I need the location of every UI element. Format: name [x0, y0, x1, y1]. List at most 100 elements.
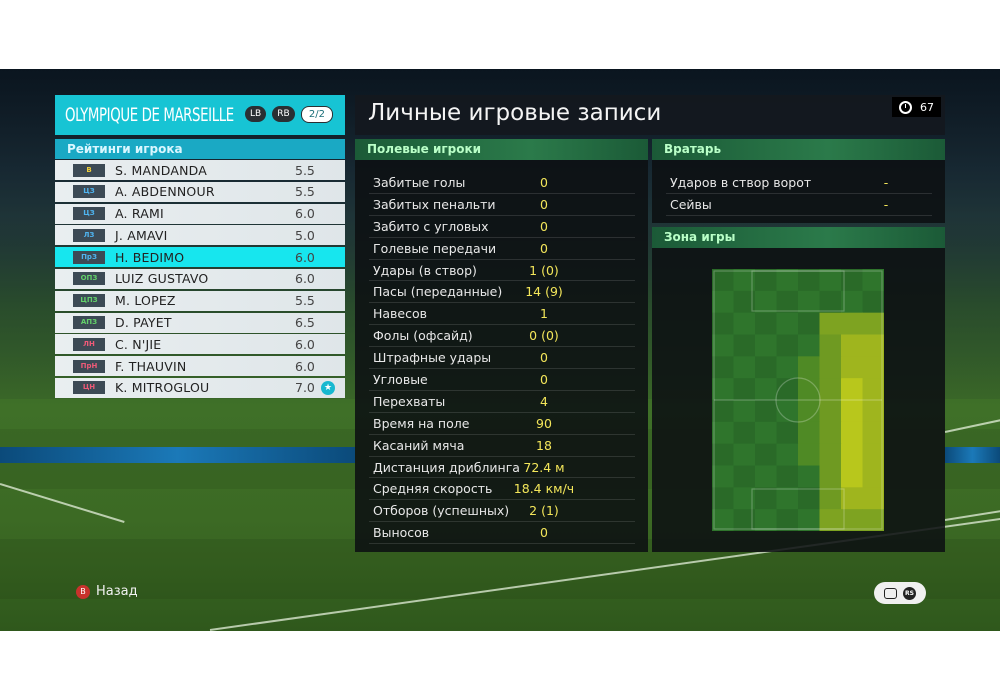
player-name: J. AMAVI — [115, 227, 168, 243]
stat-label: Ударов в створ ворот — [670, 175, 812, 190]
player-name: A. ABDENNOUR — [115, 184, 215, 200]
player-rating: 5.5 — [295, 162, 315, 178]
star-icon: ★ — [321, 380, 335, 395]
position-badge: ЦН — [73, 381, 105, 395]
player-row[interactable]: ЦПЗ M. LOPEZ 5.5 — [55, 290, 345, 311]
player-row[interactable]: ПрЗ H. BEDIMO 6.0 — [55, 247, 345, 268]
stat-value: 0 — [540, 196, 548, 212]
player-rating: 6.0 — [295, 206, 315, 222]
player-row[interactable]: ОПЗ LUIZ GUSTAVO 6.0 — [55, 268, 345, 289]
stat-row: Время на поле 90 — [369, 413, 635, 435]
stat-row: Касаний мяча 18 — [369, 435, 635, 457]
rs-button-icon[interactable]: RS — [903, 586, 916, 600]
player-rating: 6.0 — [295, 358, 315, 374]
player-rating: 6.0 — [295, 271, 315, 287]
stat-row: Отборов (успешных) 2 (1) — [369, 500, 635, 523]
stat-label: Средняя скорость — [373, 481, 493, 497]
team-name: OLYMPIQUE DE MARSEILLE — [65, 104, 234, 126]
player-ratings-list: В S. MANDANDA 5.5 ЦЗ A. ABDENNOUR 5.5 ЦЗ A. RAM… — [55, 160, 345, 400]
stat-value: 0 — [540, 218, 548, 234]
stat-label: Забитые голы — [373, 175, 466, 190]
position-badge: ЦЗ — [73, 207, 105, 221]
team-header: OLYMPIQUE DE MARSEILLE LB RB 2/2 — [55, 95, 345, 135]
records-title-bar: Личные игровые записи 67 — [355, 95, 945, 135]
position-badge: ЛН — [73, 337, 105, 351]
page-indicator: 2/2 — [300, 106, 333, 123]
stat-row: Перехваты 4 — [369, 391, 635, 413]
player-name: M. LOPEZ — [115, 293, 176, 309]
player-row[interactable]: ЛЗ J. AMAVI 5.0 — [55, 225, 345, 246]
goalkeeper-panel: Вратарь Ударов в створ ворот - Сейвы - — [652, 139, 945, 223]
lb-button[interactable]: LB — [245, 106, 267, 122]
player-row[interactable]: ЦЗ A. ABDENNOUR 5.5 — [55, 181, 345, 202]
player-rating: 6.5 — [295, 315, 315, 331]
stat-value: 0 — [540, 175, 548, 190]
stat-label: Фолы (офсайд) — [373, 328, 473, 344]
player-name: C. N'JIE — [115, 336, 162, 352]
player-name: H. BEDIMO — [115, 249, 185, 265]
player-row[interactable]: ПрН F. THAUVIN 6.0 — [55, 356, 345, 377]
rb-button[interactable]: RB — [272, 106, 295, 122]
player-row[interactable]: АПЗ D. PAYET 6.5 — [55, 312, 345, 333]
stat-row: Дистанция дриблинга 72.4 м — [369, 457, 635, 479]
player-row[interactable]: В S. MANDANDA 5.5 — [55, 160, 345, 180]
stat-label: Забито с угловых — [373, 218, 489, 234]
stat-value: 14 (9) — [525, 284, 563, 300]
player-rating: 6.0 — [295, 249, 315, 265]
player-row[interactable]: ЦЗ A. RAMI 6.0 — [55, 203, 345, 224]
stat-label: Время на поле — [373, 415, 470, 431]
stat-value: - — [883, 196, 889, 212]
stat-label: Сейвы — [670, 196, 712, 212]
stat-row: Забито с угловых 0 — [369, 216, 635, 238]
chat-icon[interactable] — [884, 587, 897, 599]
stat-value: 1 (0) — [529, 262, 559, 278]
stat-row: Забитые голы 0 — [369, 172, 635, 194]
stat-value: 0 (0) — [529, 328, 559, 344]
position-badge: В — [73, 163, 105, 177]
heatmap — [712, 269, 884, 531]
player-row[interactable]: ЦН K. MITROGLOU 7.0 ★ — [55, 377, 345, 398]
player-name: F. THAUVIN — [115, 358, 187, 374]
ratings-header: Рейтинги игрока — [55, 139, 345, 159]
heatmap-graphic — [712, 269, 884, 531]
stat-value: 90 — [536, 415, 552, 431]
stat-value: 4 — [540, 393, 548, 409]
player-rating: 5.5 — [295, 293, 315, 309]
position-badge: ЦПЗ — [73, 294, 105, 308]
stat-label: Дистанция дриблинга — [373, 459, 520, 475]
player-name: D. PAYET — [115, 315, 172, 331]
field-stats-list: Забитые голы 0 Забитых пенальти 0 Забито с у… — [369, 172, 635, 545]
timer-value: 67 — [920, 100, 934, 114]
player-name: LUIZ GUSTAVO — [115, 271, 209, 287]
player-row[interactable]: ЛН C. N'JIE 6.0 — [55, 334, 345, 355]
player-rating: 7.0 — [295, 380, 315, 396]
page-title: Личные игровые записи — [368, 100, 662, 126]
ad-board — [0, 447, 355, 463]
stat-row: Штрафные удары 0 — [369, 347, 635, 370]
position-badge: АПЗ — [73, 316, 105, 330]
position-badge: ОПЗ — [73, 272, 105, 286]
back-control[interactable]: B Назад — [76, 584, 138, 599]
stat-row: Фолы (офсайд) 0 (0) — [369, 325, 635, 348]
zone-header: Зона игры — [652, 227, 945, 248]
stat-value: 1 — [540, 306, 548, 322]
stat-label: Перехваты — [373, 393, 446, 409]
stat-row: Ударов в створ ворот - — [666, 172, 932, 194]
stat-row: Угловые 0 — [369, 369, 635, 391]
ad-board — [945, 447, 1000, 463]
clock-icon — [899, 100, 912, 114]
stat-label: Навесов — [373, 306, 428, 322]
b-button-icon: B — [76, 584, 90, 599]
stat-value: 2 (1) — [529, 503, 559, 519]
stat-row: Навесов 1 — [369, 303, 635, 326]
bottom-right-controls[interactable]: RS — [874, 582, 926, 604]
stat-row: Голевые передачи 0 — [369, 238, 635, 260]
player-name: A. RAMI — [115, 206, 164, 222]
back-label: Назад — [96, 584, 138, 599]
position-badge: ЦЗ — [73, 185, 105, 199]
stat-value: 18 — [536, 437, 552, 453]
stat-row: Сейвы - — [666, 194, 932, 216]
goalkeeper-header: Вратарь — [652, 139, 945, 160]
stat-row: Забитых пенальти 0 — [369, 194, 635, 216]
stat-label: Касаний мяча — [373, 437, 465, 453]
